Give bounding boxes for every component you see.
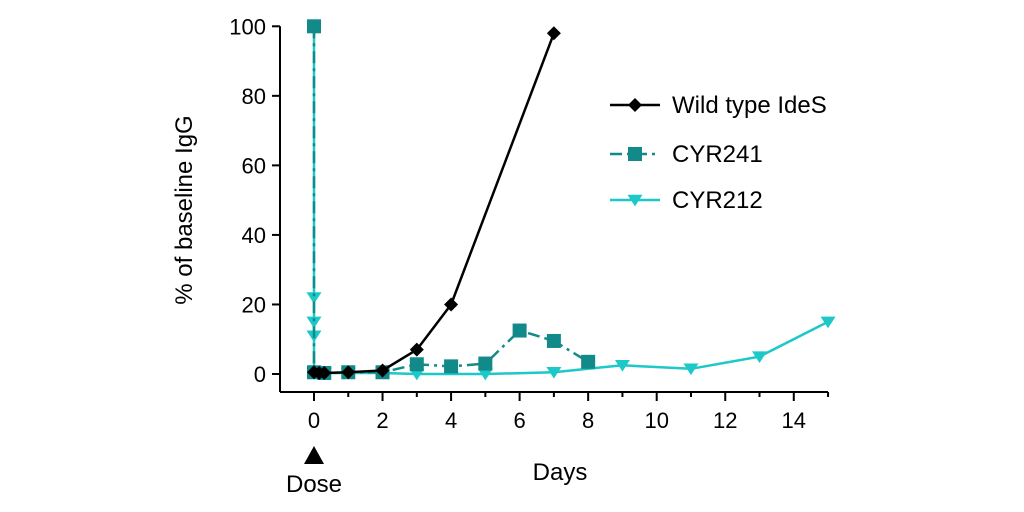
x-tick-label: 6: [513, 408, 525, 433]
dose-arrow-icon: [304, 446, 324, 464]
legend-item-wild-type-ides: Wild type IdeS: [610, 92, 827, 119]
x-tick-label: 2: [376, 408, 388, 433]
data-point-wild-type-ides: [409, 342, 424, 357]
y-tick-label: 80: [242, 84, 266, 109]
x-tick-label: 8: [582, 408, 594, 433]
legend-item-cyr241: CYR241: [610, 141, 763, 168]
series-line-cyr241: [312, 26, 589, 375]
data-point-cyr241: [546, 333, 561, 348]
data-point-cyr212: [820, 316, 836, 329]
data-point-cyr212: [306, 316, 322, 329]
data-point-cyr241: [478, 356, 493, 371]
data-point-wild-type-ides: [341, 365, 356, 380]
series-line-wild-type-ides: [313, 32, 556, 375]
x-tick-label: 12: [713, 408, 737, 433]
y-tick-label: 60: [242, 153, 266, 178]
data-point-wild-type-ides: [375, 363, 390, 378]
data-point-cyr212: [614, 360, 630, 372]
legend-marker: [628, 147, 642, 161]
data-point-wild-type-ides: [444, 297, 459, 312]
data-point-cyr212: [477, 368, 493, 381]
data-point-wild-type-ides: [317, 365, 332, 380]
y-tick-label: 0: [254, 362, 266, 387]
legend-marker: [627, 194, 643, 207]
data-point-cyr241: [307, 19, 321, 34]
y-tick-label: 20: [242, 292, 266, 317]
legend-item-cyr212: CYR212: [610, 187, 763, 214]
legend-label: CYR241: [672, 141, 763, 168]
series-wild-type-ides: [307, 26, 561, 380]
data-point-cyr241: [409, 357, 424, 372]
x-tick-label: 10: [644, 408, 668, 433]
x-tick-label: 14: [782, 408, 806, 433]
legend-label: Wild type IdeS: [672, 92, 827, 119]
series-cyr241: [307, 19, 596, 380]
x-axis-title: Days: [533, 459, 588, 486]
dose-label: Dose: [286, 471, 342, 498]
data-point-cyr241: [581, 354, 596, 369]
data-point-cyr241: [444, 359, 459, 374]
data-point-cyr212: [752, 351, 768, 363]
data-point-wild-type-ides: [546, 26, 561, 41]
data-point-cyr212: [409, 368, 425, 381]
series-layer: [306, 19, 836, 381]
data-point-cyr241: [512, 323, 527, 338]
legend-label: CYR212: [672, 187, 763, 214]
y-axis-title: % of baseline IgG: [171, 115, 198, 304]
data-point-cyr212: [546, 367, 562, 379]
data-point-cyr212: [306, 292, 322, 304]
legend-marker: [628, 98, 642, 112]
y-tick-label: 40: [242, 223, 266, 248]
x-tick-label: 4: [445, 408, 457, 433]
axes: 0 20 40 60 80 100 0 2 4 6 8 10 12 14: [229, 14, 830, 433]
x-tick-label: 0: [308, 408, 320, 433]
y-tick-label: 100: [229, 14, 266, 39]
data-point-cyr212: [683, 363, 699, 376]
legend: Wild type IdeS CYR241 CYR212: [610, 92, 827, 214]
